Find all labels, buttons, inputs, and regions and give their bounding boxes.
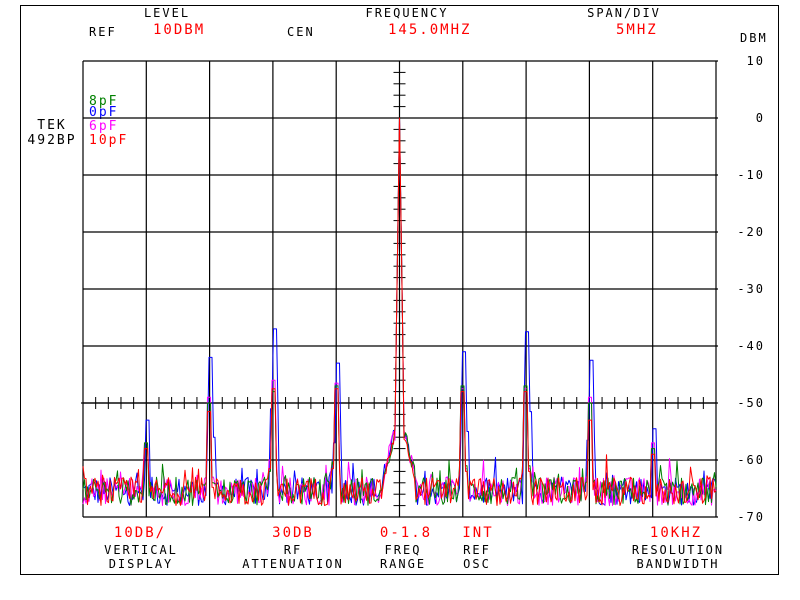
vertical-display-line1: VERTICAL: [104, 543, 178, 557]
freq-range-line1: FREQ: [384, 543, 422, 557]
ref-label: REF: [89, 25, 117, 39]
model-line1: TEK: [37, 118, 67, 133]
legend-8pf: 8pF: [89, 94, 119, 109]
y-axis-unit: DBM: [740, 31, 768, 45]
freq-range-value: 0-1.8: [379, 525, 433, 541]
y-tick-label: -70: [737, 510, 765, 524]
legend-6pf: 6pF: [89, 119, 119, 134]
ref-osc-value: INT: [462, 525, 494, 541]
vertical-display-value: 10DB/: [113, 525, 167, 541]
frequency-title: FREQUENCY: [365, 6, 449, 20]
display-frame: [20, 5, 779, 575]
resolution-bandwidth-line2: BANDWIDTH: [636, 557, 720, 571]
y-tick-label: 0: [755, 111, 765, 125]
rf-attenuation-line2: ATTENUATION: [242, 557, 344, 571]
span-title: SPAN/DIV: [587, 6, 661, 20]
y-tick-label: -40: [737, 339, 765, 353]
ref-osc-line1: REF: [463, 543, 491, 557]
y-tick-label: -30: [737, 282, 765, 296]
y-tick-label: -20: [737, 225, 765, 239]
y-tick-label: 10: [746, 54, 765, 68]
resolution-bandwidth-value: 10KHZ: [649, 525, 703, 541]
rf-attenuation-line1: RF: [283, 543, 303, 557]
cen-label: CEN: [287, 25, 315, 39]
vertical-display-line2: DISPLAY: [108, 557, 174, 571]
center-frequency-value: 145.0MHZ: [388, 22, 472, 38]
ref-osc-line2: OSC: [463, 557, 491, 571]
rf-attenuation-value: 30DB: [272, 525, 314, 541]
legend-0pf: 0pF: [89, 105, 119, 120]
resolution-bandwidth-line1: RESOLUTION: [631, 543, 725, 557]
level-title: LEVEL: [143, 6, 191, 20]
y-tick-label: -60: [737, 453, 765, 467]
y-tick-label: -10: [737, 168, 765, 182]
model-line2: 492BP: [27, 133, 77, 148]
legend-10pf: 10pF: [89, 133, 129, 148]
freq-range-line2: RANGE: [379, 557, 427, 571]
ref-level-value: 10DBM: [153, 22, 206, 38]
y-tick-label: -50: [737, 396, 765, 410]
span-value: 5MHZ: [616, 22, 658, 38]
